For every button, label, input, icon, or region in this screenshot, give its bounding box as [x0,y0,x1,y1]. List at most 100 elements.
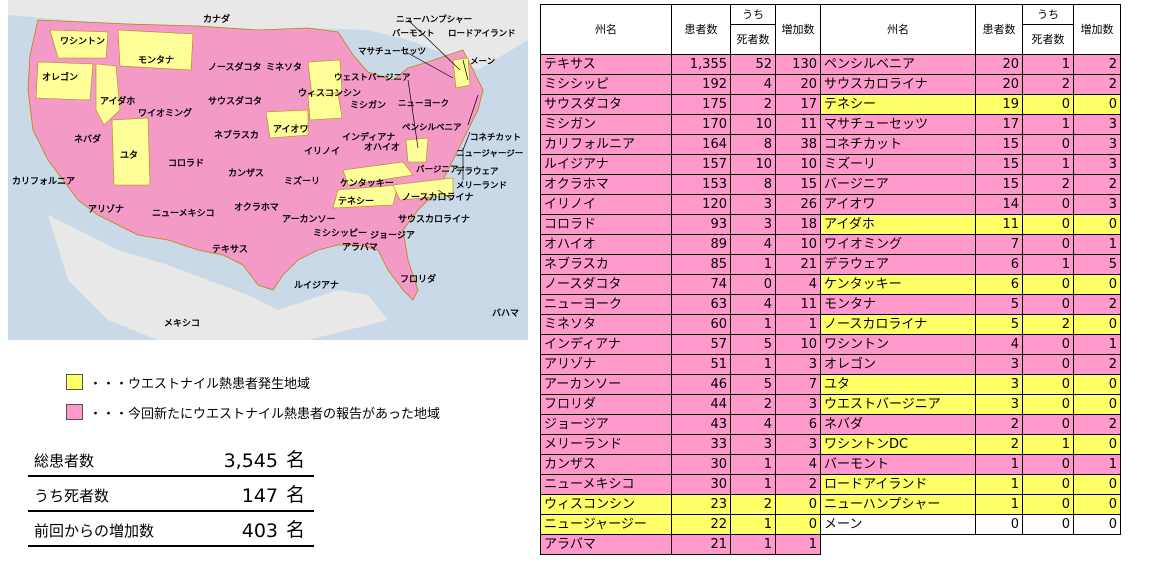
right-deaths-cell: 1 [1022,434,1074,455]
right-patients-cell: 5 [975,294,1023,315]
table-row: ニュージャージー 22 1 0 メーン 0 0 0 [540,514,1121,535]
right-increase-cell: 0 [1073,434,1121,455]
cases-table: 州名 患者数 うち 増加数 州名 患者数 うち 増加数 死者数 死者数 テキサス… [540,4,1121,555]
kentucky-shape [342,161,414,186]
canada-land [8,0,528,70]
right-deaths-cell: 0 [1022,94,1074,115]
left-state-cell: フロリダ [540,394,672,415]
left-increase-cell: 7 [775,374,821,395]
right-patients-cell: 15 [975,174,1023,195]
right-state-cell: テネシー [820,94,976,115]
right-empty-cell [1074,535,1121,555]
map-label-oregon: オレゴン [42,71,78,83]
right-patients-cell: 11 [975,214,1023,235]
right-state-cell: ネバダ [820,414,976,435]
right-increase-cell: 2 [1073,54,1121,75]
table-row: テキサス 1,355 52 130 ペンシルベニア 20 1 2 [540,54,1121,75]
right-patients-cell: 6 [975,254,1023,275]
right-increase-cell: 2 [1073,74,1121,95]
us-map: カナダ ワシントン モンタナ オレゴン アイダホ ノースダコタ ミネソタ サウス… [8,0,528,340]
right-increase-cell: 0 [1073,374,1121,395]
table-row: イリノイ 120 3 26 アイオワ 14 0 3 [540,194,1121,215]
left-deaths-cell: 8 [730,134,776,155]
left-state-cell: コロラド [540,214,672,235]
left-increase-cell: 18 [775,214,821,235]
legend-pink: ・・・今回新たにウエストナイル熱患者の報告があった地域 [66,402,526,422]
map-label-massachusetts: マサチューセッツ [358,47,426,57]
map-label-washington: ワシントン [60,36,105,47]
iowa-shape [265,109,309,139]
left-increase-cell: 6 [775,414,821,435]
right-state-cell: デラウェア [820,254,976,275]
left-deaths-cell: 2 [730,394,776,415]
oregon-shape [35,61,94,101]
right-increase-cell: 5 [1073,254,1121,275]
left-state-cell: ニュージャージー [540,514,672,535]
right-patients-cell: 3 [975,394,1023,415]
left-increase-cell: 21 [775,254,821,275]
header-increase-left: 増加数 [775,4,821,55]
left-increase-cell: 130 [775,54,821,75]
right-deaths-cell: 0 [1022,414,1074,435]
left-patients-cell: 85 [671,254,731,275]
map-label-vermont: バーモント [392,28,435,39]
right-patients-cell: 14 [975,194,1023,215]
table-row: カンザス 30 1 4 バーモント 1 0 1 [540,454,1121,475]
right-deaths-cell: 1 [1022,254,1074,275]
map-label-south-carolina: サウスカロライナ [398,214,470,225]
left-deaths-cell: 1 [730,314,776,335]
map-label-tennessee: テネシー [338,196,374,207]
map-label-north-dakota: ノースダコタ [208,61,262,73]
right-deaths-cell: 0 [1022,394,1074,415]
summary-total: 総患者数 3,545 名 [28,442,314,477]
left-patients-cell: 22 [671,514,731,535]
left-patients-cell: 30 [671,474,731,495]
left-patients-cell: 46 [671,374,731,395]
left-state-cell: オハイオ [540,234,672,255]
table-row: メリーランド 33 3 3 ワシントンDC 2 1 0 [540,434,1121,455]
map-label-new-mexico: ニューメキシコ [152,208,215,219]
right-state-cell: ニューハンプシャー [820,494,976,515]
left-increase-cell: 3 [775,434,821,455]
west-virginia-shape [405,137,429,163]
us-mainland [27,19,484,301]
right-deaths-cell: 0 [1022,214,1074,235]
left-patients-cell: 1,355 [671,54,731,75]
table-row: ノースダコタ 74 0 4 ケンタッキー 6 0 0 [540,274,1121,295]
summary-total-value: 3,545 [223,450,278,472]
right-state-cell: アイダホ [820,214,976,235]
right-state-cell: ウエストバージニア [820,394,976,415]
left-state-cell: アーカンソー [540,374,672,395]
map-label-michigan: ミシガン [350,99,386,111]
legend-yellow: ・・・ウエストナイル熱患者発生地域 [66,372,526,392]
table-row: ミネソタ 60 1 1 ノースカロライナ 5 2 0 [540,314,1121,335]
right-patients-cell: 20 [975,74,1023,95]
right-patients-cell: 20 [975,54,1023,75]
left-state-cell: ネブラスカ [540,254,672,275]
right-state-cell: ユタ [820,374,976,395]
right-state-cell: ノースカロライナ [820,314,976,335]
tennessee-shape [332,184,399,209]
table-row: アーカンソー 46 5 7 ユタ 3 0 0 [540,374,1121,395]
right-deaths-cell: 0 [1022,354,1074,375]
legend: ・・・ウエストナイル熱患者発生地域 ・・・今回新たにウエストナイル熱患者の報告が… [66,372,526,432]
right-patients-cell: 2 [975,414,1023,435]
map-label-oklahoma: オクラホマ [234,202,279,213]
map-label-delaware: デラウェア [456,166,499,177]
map-label-new-hampshire: ニューハンプシャー [396,14,472,25]
map-label-nebraska: ネブラスカ [214,129,259,141]
map-label-canada: カナダ [203,13,230,25]
right-deaths-cell: 0 [1022,134,1074,155]
map-label-montana: モンタナ [138,54,174,66]
right-deaths-cell: 0 [1022,334,1074,355]
right-patients-cell: 7 [975,234,1023,255]
right-deaths-cell: 0 [1022,514,1074,535]
left-deaths-cell: 1 [730,254,776,275]
map-label-mississippi: ミシシッピー [313,227,367,239]
header-row-1: 州名 患者数 うち 増加数 州名 患者数 うち 増加数 [540,4,1121,55]
left-deaths-cell: 10 [730,154,776,175]
table-row: ニューメキシコ 30 1 2 ロードアイランド 1 0 0 [540,474,1121,495]
summary-total-unit: 名 [286,449,306,471]
right-deaths-cell: 2 [1022,314,1074,335]
left-patients-cell: 170 [671,114,731,135]
